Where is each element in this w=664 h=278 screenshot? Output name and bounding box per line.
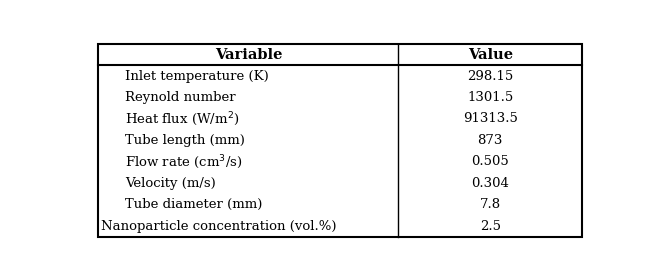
- Text: 298.15: 298.15: [467, 70, 513, 83]
- Text: 0.505: 0.505: [471, 155, 509, 168]
- Text: Variable: Variable: [214, 48, 282, 62]
- Text: Flow rate (cm$^3$/s): Flow rate (cm$^3$/s): [125, 153, 242, 171]
- Text: 2.5: 2.5: [480, 220, 501, 232]
- Text: Velocity (m/s): Velocity (m/s): [125, 177, 216, 190]
- Text: 0.304: 0.304: [471, 177, 509, 190]
- Text: Inlet temperature (K): Inlet temperature (K): [125, 70, 269, 83]
- Text: 1301.5: 1301.5: [467, 91, 513, 104]
- Text: Reynold number: Reynold number: [125, 91, 236, 104]
- Text: Heat flux (W/m$^2$): Heat flux (W/m$^2$): [125, 110, 240, 128]
- Text: Nanoparticle concentration (vol.%): Nanoparticle concentration (vol.%): [101, 220, 337, 232]
- Text: 7.8: 7.8: [479, 198, 501, 211]
- Text: Tube length (mm): Tube length (mm): [125, 134, 245, 147]
- Text: 873: 873: [477, 134, 503, 147]
- Bar: [98, 44, 582, 237]
- Text: Value: Value: [467, 48, 513, 62]
- Text: Tube diameter (mm): Tube diameter (mm): [125, 198, 262, 211]
- Text: 91313.5: 91313.5: [463, 113, 518, 125]
